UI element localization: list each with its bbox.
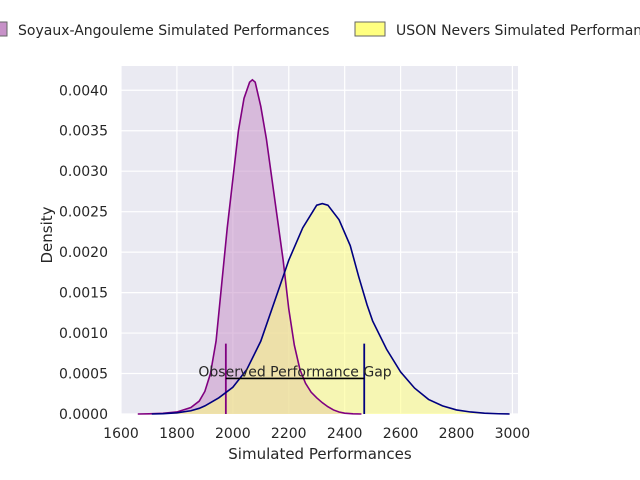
density-area-1 [151, 203, 510, 414]
density-line-1 [151, 202, 510, 415]
density-areas [137, 78, 510, 415]
y-tick-label: 0.0025 [59, 205, 108, 221]
x-tick-label: 2400 [327, 426, 363, 442]
legend: Soyaux-Angouleme Simulated Performances … [0, 21, 640, 39]
legend-label-soyaux: Soyaux-Angouleme Simulated Performances [18, 23, 329, 39]
x-tick-label: 2800 [439, 426, 475, 442]
y-ticks: 0.0000 0.0005 0.0010 0.0015 0.0020 0.0025 0.00… [59, 83, 108, 423]
y-tick-label: 0.0010 [59, 326, 108, 342]
x-tick-label: 3000 [495, 426, 531, 442]
y-tick-label: 0.0005 [59, 367, 108, 383]
y-tick-label: 0.0030 [59, 164, 108, 180]
density-area-0 [137, 79, 362, 414]
legend-label-uson: USON Nevers Simulated Performances [396, 23, 640, 39]
x-tick-label: 2600 [383, 426, 419, 442]
x-tick-label: 2000 [215, 426, 251, 442]
y-tick-label: 0.0040 [59, 83, 108, 99]
y-tick-label: 0.0000 [59, 407, 108, 423]
x-tick-label: 1600 [103, 426, 139, 442]
legend-swatch-soyaux [0, 21, 8, 37]
x-axis-title: Simulated Performances [228, 445, 412, 463]
y-axis-title: Density [38, 206, 56, 263]
y-tick-label: 0.0015 [59, 286, 108, 302]
x-tick-label: 2200 [271, 426, 307, 442]
x-ticks: 1600 1800 2000 2200 2400 2600 2800 3000 [103, 426, 530, 442]
annotation-group: Observed Performance Gap [198, 364, 391, 380]
x-tick-label: 1800 [159, 426, 195, 442]
y-tick-label: 0.0020 [59, 245, 108, 261]
legend-swatch-uson [354, 21, 386, 37]
annotation-text: Observed Performance Gap [198, 364, 391, 380]
y-tick-label: 0.0035 [59, 124, 108, 140]
density-line-0 [137, 78, 362, 415]
